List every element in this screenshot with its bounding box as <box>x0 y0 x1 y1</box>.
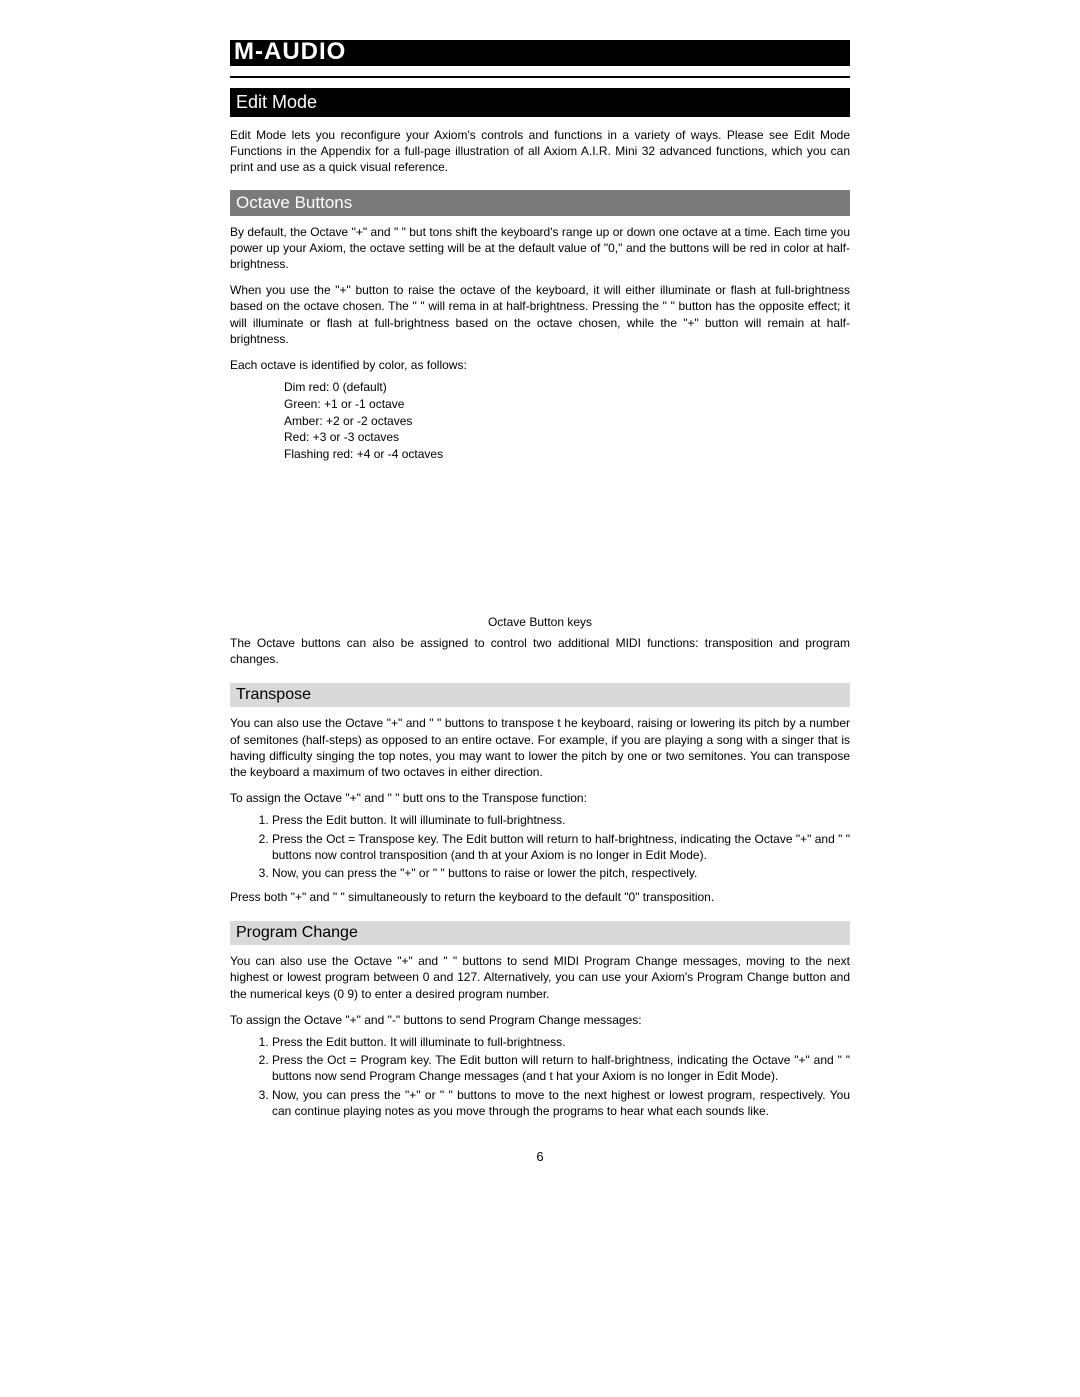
section-title-octave: Octave Buttons <box>230 190 850 216</box>
octave-color-intro: Each octave is identified by color, as f… <box>230 357 850 373</box>
subheading-transpose: Transpose <box>230 683 850 707</box>
octave-p3: The Octave buttons can also be assigned … <box>230 635 850 667</box>
program-p1: You can also use the Octave "+" and " " … <box>230 953 850 1002</box>
octave-p2: When you use the "+" button to raise the… <box>230 282 850 347</box>
edit-mode-paragraph: Edit Mode lets you reconfigure your Axio… <box>230 127 850 176</box>
octave-color-line: Green: +1 or -1 octave <box>284 396 850 413</box>
program-steps: Press the Edit button. It will illuminat… <box>230 1034 850 1119</box>
keyboard-diagram <box>230 471 850 611</box>
brand-bar: M-AUDIO <box>230 40 850 66</box>
octave-color-line: Red: +3 or -3 octaves <box>284 429 850 446</box>
octave-color-line: Flashing red: +4 or -4 octaves <box>284 446 850 463</box>
transpose-p1: You can also use the Octave "+" and " " … <box>230 715 850 780</box>
transpose-p2: Press both "+" and " " simultaneously to… <box>230 889 850 905</box>
subheading-program-change: Program Change <box>230 921 850 945</box>
transpose-intro: To assign the Octave "+" and " " butt on… <box>230 790 850 806</box>
horizontal-rule <box>230 76 850 78</box>
section-title-edit-mode: Edit Mode <box>230 88 850 117</box>
step-item: Press the Oct = Program key. The Edit bu… <box>272 1052 850 1084</box>
octave-p1: By default, the Octave "+" and " " but t… <box>230 224 850 273</box>
brand-logo-text: M-AUDIO <box>234 38 346 66</box>
octave-color-line: Dim red: 0 (default) <box>284 379 850 396</box>
step-item: Press the Edit button. It will illuminat… <box>272 812 850 828</box>
octave-color-line: Amber: +2 or -2 octaves <box>284 413 850 430</box>
step-item: Press the Oct = Transpose key. The Edit … <box>272 831 850 863</box>
program-intro: To assign the Octave "+" and "-" buttons… <box>230 1012 850 1028</box>
transpose-steps: Press the Edit button. It will illuminat… <box>230 812 850 881</box>
step-item: Press the Edit button. It will illuminat… <box>272 1034 850 1050</box>
page-number: 6 <box>230 1149 850 1164</box>
step-item: Now, you can press the "+" or " " button… <box>272 865 850 881</box>
step-item: Now, you can press the "+" or " " button… <box>272 1087 850 1119</box>
keyboard-caption: Octave Button keys <box>230 615 850 629</box>
octave-color-list: Dim red: 0 (default)Green: +1 or -1 octa… <box>284 379 850 463</box>
